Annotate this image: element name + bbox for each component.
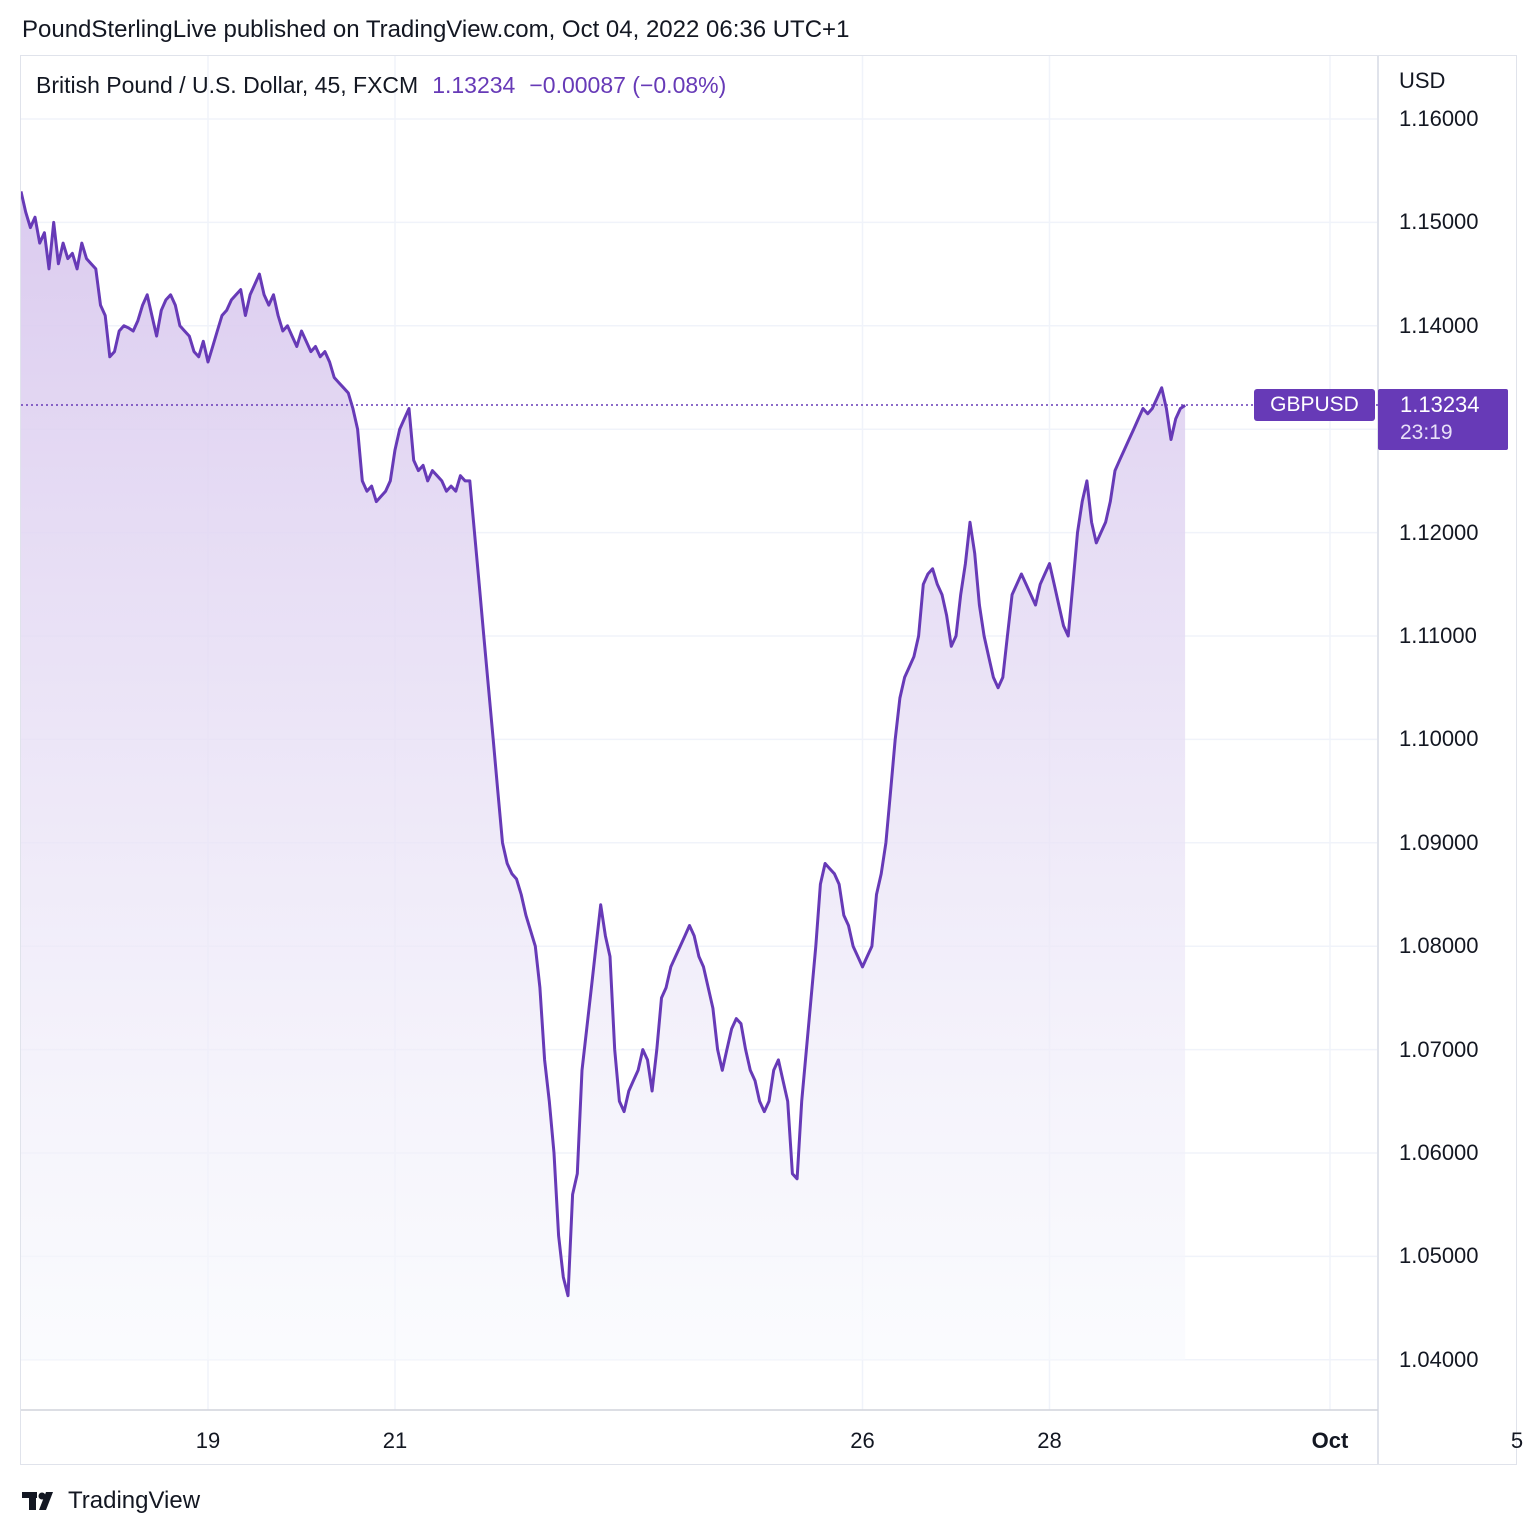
price-tick-label: 1.08000 [1399, 933, 1479, 959]
price-tick-label: 1.11000 [1399, 623, 1477, 648]
price-tick-label: 1.07000 [1399, 1036, 1479, 1062]
price-tick-label: 1.12000 [1399, 519, 1479, 545]
last-price-badge-value: 1.13234 [1400, 392, 1480, 417]
last-price-badge: 1.13234 23:19 [1378, 389, 1508, 450]
last-value: 1.13234 [432, 72, 516, 98]
tradingview-brand: TradingView [68, 1487, 201, 1514]
price-tick-label: 1.04000 [1399, 1346, 1479, 1372]
symbol-name: British Pound / U.S. Dollar, 45, FXCM [36, 72, 419, 98]
time-tick-label: 28 [1037, 1428, 1062, 1453]
bar-countdown: 23:19 [1400, 421, 1453, 444]
ticker-badge: GBPUSD [1254, 389, 1375, 421]
price-change: −0.00087 (−0.08%) [529, 72, 727, 98]
time-tick-label: 26 [850, 1428, 875, 1453]
price-tick-label: 1.06000 [1399, 1140, 1479, 1165]
price-series-line[interactable] [21, 191, 1186, 1298]
tradingview-logo-icon [22, 1492, 53, 1510]
price-tick-label: 1.16000 [1399, 106, 1479, 131]
price-tick-label: 1.14000 [1399, 312, 1479, 338]
time-tick-label: 19 [195, 1428, 221, 1453]
currency-label: USD [1399, 68, 1446, 93]
price-tick-label: 1.05000 [1399, 1243, 1479, 1269]
price-tick-label: 1.10000 [1399, 726, 1479, 752]
time-tick-label: 5 [1510, 1428, 1524, 1453]
chart-frame [20, 55, 1517, 1465]
tradingview-logo[interactable]: TradingView [22, 1487, 200, 1515]
time-tick-label: Oct [1311, 1428, 1349, 1453]
time-tick-label: 21 [382, 1428, 408, 1453]
price-tick-label: 1.09000 [1399, 829, 1479, 855]
symbol-legend: British Pound / U.S. Dollar, 45, FXCM 1.1… [36, 72, 726, 99]
publisher-line: PoundSterlingLive published on TradingVi… [22, 16, 850, 43]
price-tick-label: 1.15000 [1399, 209, 1479, 235]
price-area-fill [21, 191, 1186, 1360]
